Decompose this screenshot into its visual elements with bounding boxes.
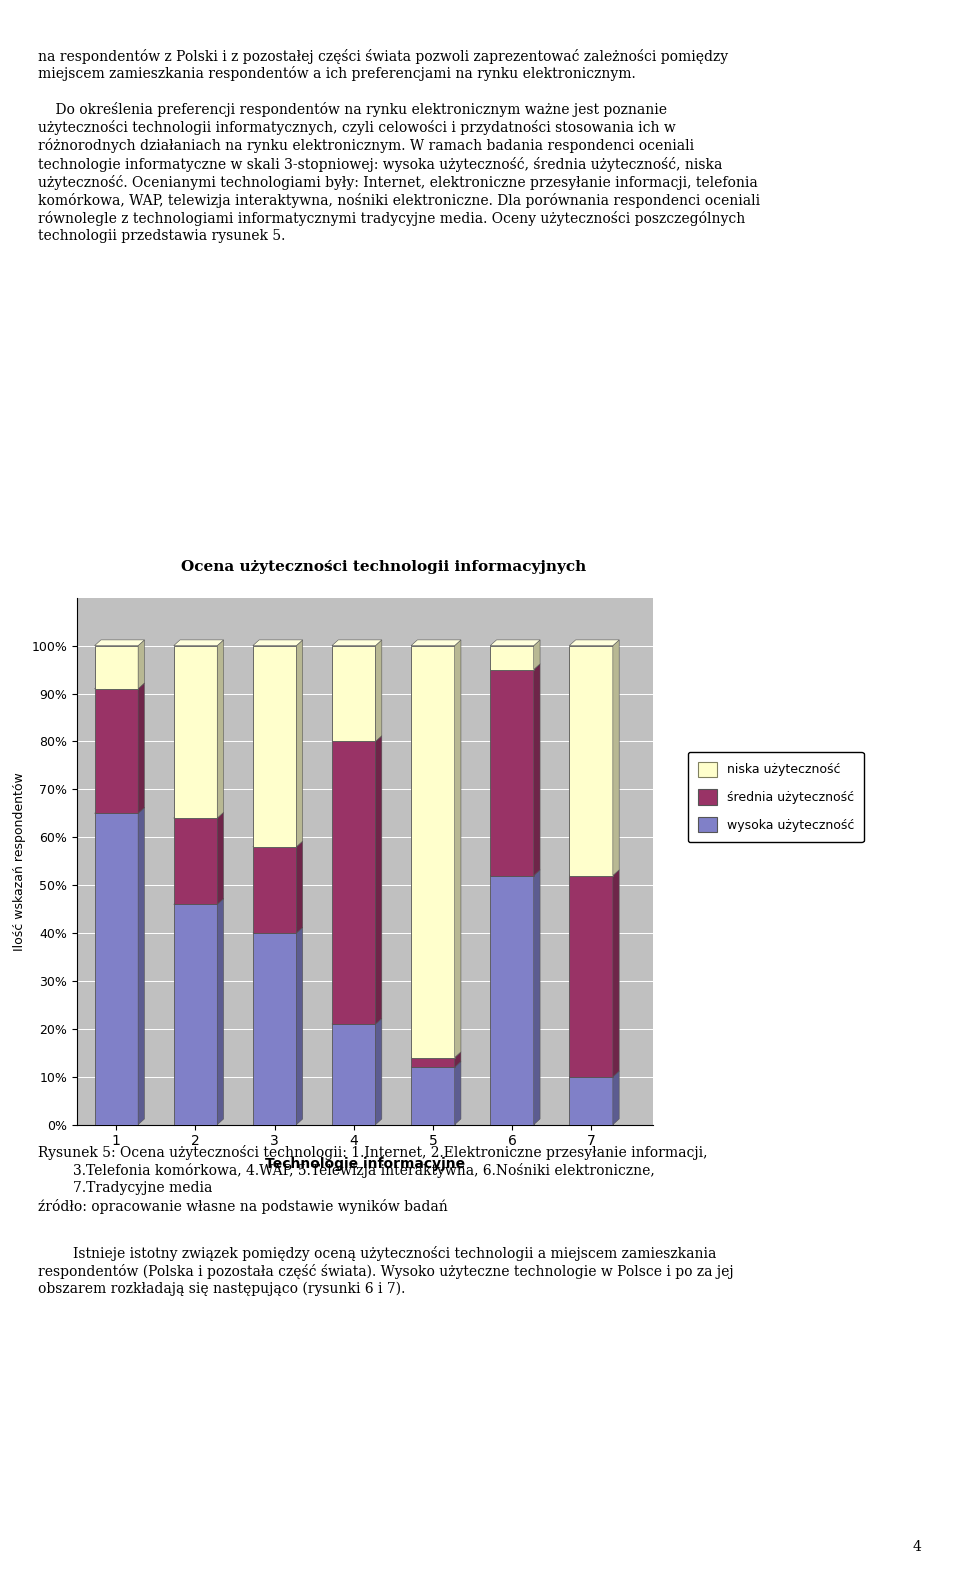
Polygon shape — [569, 1071, 619, 1078]
Polygon shape — [455, 640, 461, 1057]
Text: użyteczności technologii informatycznych, czyli celowości i przydatności stosowa: użyteczności technologii informatycznych… — [38, 120, 676, 135]
Text: Rysunek 5: Ocena użyteczności technologii: 1.Internet, 2.Elektroniczne przesyłan: Rysunek 5: Ocena użyteczności technologi… — [38, 1145, 708, 1161]
Bar — [95, 813, 138, 1125]
Text: na respondentów z Polski i z pozostałej części świata pozwoli zaprezentować zale: na respondentów z Polski i z pozostałej … — [38, 49, 729, 64]
Bar — [95, 645, 138, 689]
Bar — [569, 876, 612, 1078]
Bar — [411, 645, 455, 1057]
X-axis label: Technologie informacyjne: Technologie informacyjne — [265, 1156, 465, 1170]
Polygon shape — [174, 812, 224, 818]
Text: miejscem zamieszkania respondentów a ich preferencjami na rynku elektronicznym.: miejscem zamieszkania respondentów a ich… — [38, 66, 636, 82]
Bar — [252, 645, 297, 846]
Text: technologii przedstawia rysunek 5.: technologii przedstawia rysunek 5. — [38, 228, 286, 242]
Text: Istnieje istotny związek pomiędzy oceną użyteczności technologii a miejscem zami: Istnieje istotny związek pomiędzy oceną … — [38, 1246, 717, 1262]
Text: technologie informatyczne w skali 3-stopniowej: wysoka użyteczność, średnia użyt: technologie informatyczne w skali 3-stop… — [38, 156, 723, 171]
Polygon shape — [612, 640, 619, 876]
Polygon shape — [252, 928, 302, 933]
Polygon shape — [375, 640, 382, 741]
Polygon shape — [534, 664, 540, 876]
Polygon shape — [217, 812, 224, 904]
Polygon shape — [491, 664, 540, 670]
Polygon shape — [252, 842, 302, 846]
Polygon shape — [138, 683, 144, 813]
Polygon shape — [332, 640, 382, 645]
Text: różnorodnych działaniach na rynku elektronicznym. W ramach badania respondenci o: różnorodnych działaniach na rynku elektr… — [38, 138, 694, 154]
Polygon shape — [138, 640, 144, 689]
Polygon shape — [297, 928, 302, 1125]
Bar — [491, 670, 534, 876]
Bar — [491, 645, 534, 670]
Polygon shape — [569, 870, 619, 876]
Text: Do określenia preferencji respondentów na rynku elektronicznym ważne jest poznan: Do określenia preferencji respondentów n… — [38, 102, 667, 118]
Polygon shape — [332, 736, 382, 741]
Polygon shape — [612, 870, 619, 1078]
Polygon shape — [297, 842, 302, 933]
Text: 7.Tradycyjne media: 7.Tradycyjne media — [38, 1181, 213, 1195]
Text: respondentów (Polska i pozostała część świata). Wysoko użyteczne technologie w P: respondentów (Polska i pozostała część ś… — [38, 1265, 734, 1279]
Text: 4: 4 — [913, 1540, 922, 1554]
Bar — [252, 933, 297, 1125]
Text: obszarem rozkładają się następująco (rysunki 6 i 7).: obszarem rozkładają się następująco (rys… — [38, 1282, 406, 1296]
Polygon shape — [612, 1071, 619, 1125]
Y-axis label: Ilość wskazań respondentów: Ilość wskazań respondentów — [12, 772, 26, 950]
Polygon shape — [174, 898, 224, 904]
Polygon shape — [455, 1052, 461, 1066]
Legend: niska użyteczność, średnia użyteczność, wysoka użyteczność: niska użyteczność, średnia użyteczność, … — [688, 752, 864, 842]
Bar — [174, 818, 217, 904]
Bar — [332, 1024, 375, 1125]
Polygon shape — [375, 1018, 382, 1125]
Bar — [411, 1066, 455, 1125]
Polygon shape — [491, 640, 540, 645]
Polygon shape — [297, 640, 302, 846]
Bar — [174, 904, 217, 1125]
Polygon shape — [411, 640, 461, 645]
Bar — [174, 645, 217, 818]
Polygon shape — [332, 1018, 382, 1024]
Bar — [332, 645, 375, 741]
Text: komórkowa, WAP, telewizja interaktywna, nośniki elektroniczne. Dla porównania re: komórkowa, WAP, telewizja interaktywna, … — [38, 192, 760, 208]
Text: użyteczność. Ocenianymi technologiami były: Internet, elektroniczne przesyłanie : użyteczność. Ocenianymi technologiami by… — [38, 175, 758, 190]
Polygon shape — [95, 683, 144, 689]
Bar — [252, 846, 297, 933]
Bar — [569, 645, 612, 876]
Polygon shape — [217, 640, 224, 818]
Polygon shape — [95, 640, 144, 645]
Polygon shape — [174, 640, 224, 645]
Polygon shape — [491, 870, 540, 876]
Polygon shape — [252, 640, 302, 645]
Text: równolegle z technologiami informatycznymi tradycyjne media. Oceny użyteczności : równolegle z technologiami informatyczny… — [38, 211, 746, 227]
Bar — [491, 876, 534, 1125]
Polygon shape — [534, 870, 540, 1125]
Text: Ocena użyteczności technologii informacyjnych: Ocena użyteczności technologii informacy… — [181, 560, 587, 574]
Text: źródło: opracowanie własne na podstawie wyników badań: źródło: opracowanie własne na podstawie … — [38, 1199, 448, 1214]
Polygon shape — [411, 1052, 461, 1057]
Polygon shape — [138, 807, 144, 1125]
Polygon shape — [95, 807, 144, 813]
Polygon shape — [411, 1062, 461, 1066]
Polygon shape — [569, 640, 619, 645]
Polygon shape — [375, 736, 382, 1024]
Polygon shape — [217, 898, 224, 1125]
Bar — [95, 689, 138, 813]
Bar — [411, 1057, 455, 1066]
Text: 3.Telefonia komórkowa, 4.WAP, 5.Telewizja interaktywna, 6.Nośniki elektroniczne,: 3.Telefonia komórkowa, 4.WAP, 5.Telewizj… — [38, 1164, 655, 1178]
Bar — [332, 741, 375, 1024]
Polygon shape — [534, 640, 540, 670]
Polygon shape — [455, 1062, 461, 1125]
Bar — [569, 1078, 612, 1125]
